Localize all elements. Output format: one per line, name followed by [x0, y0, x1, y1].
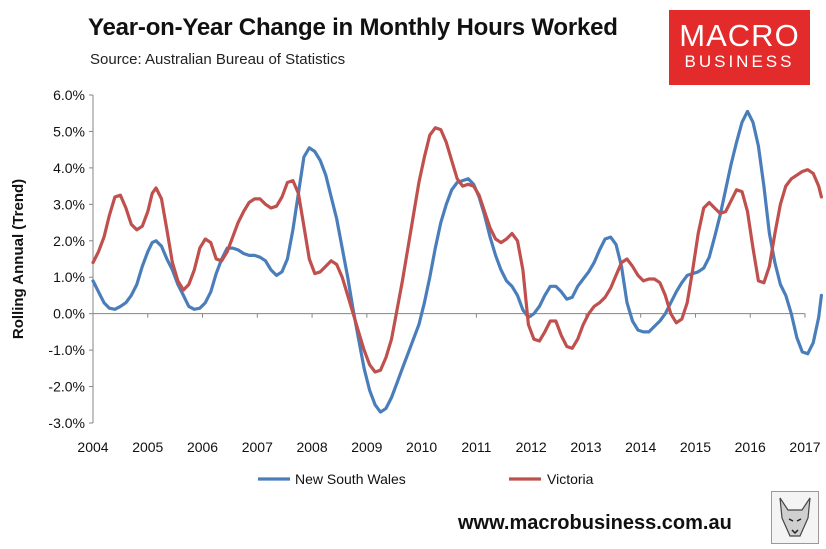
x-tick-label: 2004: [77, 439, 108, 455]
axes: 6.0% 5.0% 4.0% 3.0% 2.0% 1.0% 0.0% -1.0% -2.0% -3…: [10, 87, 821, 455]
x-tick-label: 2011: [461, 439, 491, 455]
y-tick-label: 3.0%: [53, 196, 85, 212]
y-tick-label: -3.0%: [48, 415, 85, 431]
legend: New South Wales Victoria: [258, 471, 594, 487]
series-lines: [91, 109, 823, 414]
chart-source: Source: Australian Bureau of Statistics: [90, 51, 346, 68]
x-tick-label: 2014: [625, 439, 656, 455]
chart-title: Year-on-Year Change in Monthly Hours Wor…: [88, 14, 618, 41]
y-tick-label: -2.0%: [48, 379, 85, 395]
y-tick-label: 0.0%: [53, 306, 85, 322]
legend-label: Victoria: [547, 471, 594, 487]
website-url: www.macrobusiness.com.au: [458, 512, 732, 534]
x-tick-label: 2015: [680, 439, 711, 455]
x-tick-label: 2017: [789, 439, 820, 455]
y-tick-label: -1.0%: [48, 342, 85, 358]
x-tick-label: 2005: [132, 439, 163, 455]
series-line-victoria: [91, 126, 823, 374]
legend-label: New South Wales: [295, 471, 406, 487]
logo-text-bottom: BUSINESS: [684, 52, 795, 71]
x-tick-label: 2009: [351, 439, 382, 455]
macrobusiness-logo: MACRO BUSINESS: [669, 10, 810, 85]
x-tick-label: 2006: [187, 439, 218, 455]
y-tick-label: 2.0%: [53, 233, 85, 249]
logo-text-top: MACRO: [679, 18, 800, 53]
x-tick-label: 2007: [242, 439, 273, 455]
x-tick-label: 2008: [296, 439, 327, 455]
x-tick-label: 2016: [735, 439, 766, 455]
y-axis-title: Rolling Annual (Trend): [10, 179, 27, 339]
x-tick-label: 2012: [516, 439, 547, 455]
x-tick-label: 2010: [406, 439, 437, 455]
y-tick-label: 1.0%: [53, 269, 85, 285]
y-tick-label: 5.0%: [53, 123, 85, 139]
y-tick-label: 4.0%: [53, 160, 85, 176]
y-tick-label: 6.0%: [53, 87, 85, 103]
x-tick-label: 2013: [570, 439, 601, 455]
series-line-new-south-wales: [91, 109, 823, 414]
fox-logo: [771, 491, 819, 544]
